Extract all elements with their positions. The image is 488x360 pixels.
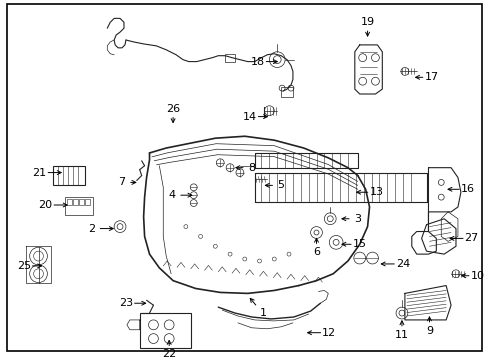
Text: 19: 19: [360, 17, 374, 27]
Text: 12: 12: [322, 328, 336, 338]
Text: 5: 5: [277, 180, 284, 190]
Text: 8: 8: [247, 163, 255, 173]
Text: 25: 25: [17, 261, 31, 271]
Text: 3: 3: [353, 214, 361, 224]
Bar: [67, 199, 72, 205]
Text: 24: 24: [395, 259, 409, 269]
Bar: [224, 54, 235, 62]
Text: 18: 18: [250, 57, 264, 67]
Text: 17: 17: [424, 72, 438, 82]
Text: 20: 20: [38, 200, 52, 210]
Text: 2: 2: [88, 224, 95, 234]
Text: 4: 4: [168, 190, 175, 200]
Text: 23: 23: [119, 298, 133, 308]
Bar: [140, 313, 190, 348]
Text: 6: 6: [312, 247, 319, 257]
Bar: [84, 199, 89, 205]
Text: 16: 16: [460, 184, 474, 194]
Bar: [79, 199, 83, 205]
Bar: [281, 87, 292, 97]
Text: 14: 14: [242, 112, 256, 122]
Text: 9: 9: [425, 326, 432, 336]
Text: 27: 27: [464, 233, 478, 243]
Text: 26: 26: [166, 104, 180, 114]
Text: 11: 11: [394, 330, 408, 340]
Text: 10: 10: [469, 271, 484, 281]
Text: 22: 22: [162, 349, 176, 359]
Text: 21: 21: [32, 168, 46, 177]
Text: 7: 7: [118, 177, 125, 188]
Text: 1: 1: [260, 308, 266, 318]
Bar: [53, 166, 84, 185]
Text: 15: 15: [352, 239, 366, 249]
Bar: [65, 197, 92, 215]
Bar: [73, 199, 78, 205]
Text: 13: 13: [368, 187, 383, 197]
